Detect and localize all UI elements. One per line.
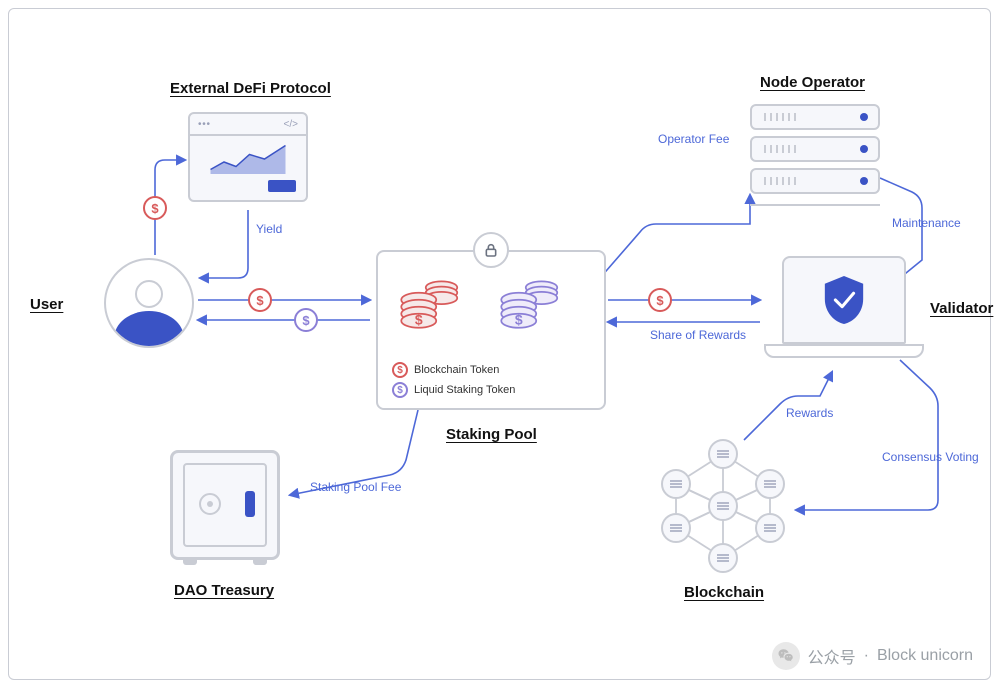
safe-icon — [170, 450, 280, 560]
blockchain-token-stack-icon: $ — [396, 270, 466, 340]
edge-share-rewards-label: Share of Rewards — [650, 328, 746, 342]
legend-liquid-staking-token-label: Liquid Staking Token — [414, 384, 515, 396]
watermark-label-1: 公众号 — [808, 644, 856, 668]
node-operator-title: Node Operator — [760, 74, 865, 91]
node-validator-title: Validator — [930, 300, 993, 317]
wechat-icon — [772, 642, 800, 670]
node-user-title: User — [30, 296, 63, 313]
liquid-staking-token-stack-icon: $ — [496, 270, 566, 340]
node-pool-title: Staking Pool — [446, 426, 537, 443]
dollar-coin-icon: $ — [143, 196, 167, 220]
legend-liquid-staking-token: $ Liquid Staking Token — [392, 382, 515, 398]
node-blockchain-title: Blockchain — [684, 584, 764, 601]
shield-check-icon — [821, 274, 867, 326]
dollar-coin-icon: $ — [294, 308, 318, 332]
svg-text:$: $ — [515, 311, 523, 327]
edge-yield-label: Yield — [256, 222, 282, 236]
dollar-coin-icon: $ — [248, 288, 272, 312]
legend-blockchain-token-label: Blockchain Token — [414, 364, 499, 376]
edge-pool-fee-label: Staking Pool Fee — [310, 480, 401, 494]
node-defi-title: External DeFi Protocol — [170, 80, 331, 97]
lock-icon — [473, 232, 509, 268]
svg-text:$: $ — [415, 311, 423, 327]
staking-pool-box: $ $ $ Blockchain Token $ Liquid Staking … — [376, 250, 606, 410]
watermark-sep: · — [864, 647, 869, 665]
watermark: 公众号 · Block unicorn — [772, 642, 973, 670]
edge-rewards-label: Rewards — [786, 406, 833, 420]
user-avatar-icon — [104, 258, 194, 348]
legend-blockchain-token: $ Blockchain Token — [392, 362, 499, 378]
edge-maintenance-label: Maintenance — [892, 216, 961, 230]
node-treasury-title: DAO Treasury — [174, 582, 274, 599]
laptop-icon — [764, 256, 924, 366]
watermark-label-2: Block unicorn — [877, 647, 973, 665]
dollar-coin-icon: $ — [648, 288, 672, 312]
blockchain-network-icon — [648, 436, 798, 576]
server-icon — [750, 104, 880, 206]
edge-operator-fee-label: Operator Fee — [658, 132, 729, 146]
defi-card-icon: </> — [188, 112, 308, 202]
edge-consensus-label: Consensus Voting — [882, 450, 979, 464]
